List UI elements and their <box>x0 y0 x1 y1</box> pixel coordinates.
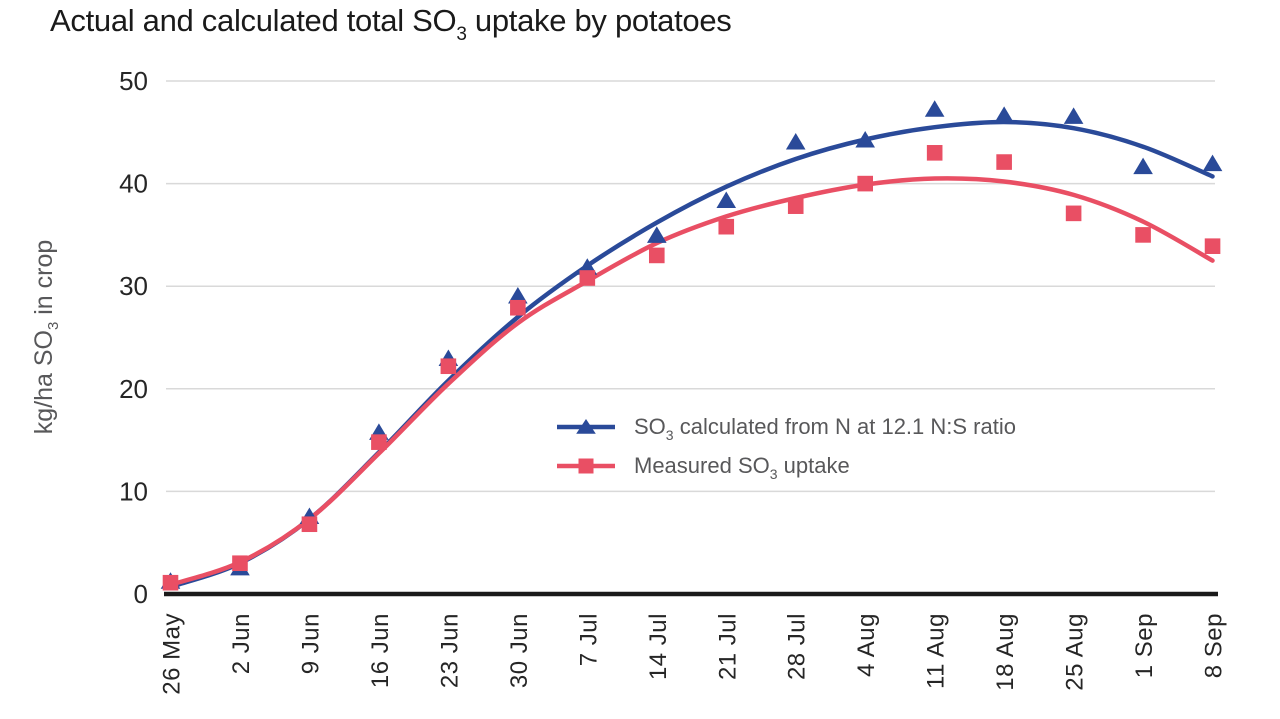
legend-label-text-end: uptake <box>777 452 850 478</box>
legend: SO3 calculated from N at 12.1 N:S ratio … <box>557 407 1016 485</box>
legend-label-measured: Measured SO3 uptake <box>634 452 850 482</box>
x-tick-label: 2 Jun <box>228 613 255 674</box>
x-tick-label: 9 Jun <box>297 613 324 674</box>
legend-marker-calculated <box>557 418 615 434</box>
data-point-triangle <box>646 226 667 243</box>
legend-label-text: Measured SO <box>634 452 770 478</box>
data-point-square <box>1204 238 1221 254</box>
data-point-triangle <box>1202 154 1223 172</box>
chart-title: Actual and calculated total SO3 uptake b… <box>50 3 732 45</box>
data-point-square <box>648 247 665 264</box>
x-tick-label: 8 Sep <box>1201 613 1228 678</box>
data-point-square <box>510 299 526 316</box>
data-point-square <box>1135 227 1151 243</box>
data-point-square <box>440 358 457 375</box>
x-tick-label: 21 Jul <box>714 613 741 680</box>
triangle-marker-icon <box>576 418 596 434</box>
legend-label-text: SO <box>634 413 666 439</box>
legend-label-calculated: SO3 calculated from N at 12.1 N:S ratio <box>634 413 1016 443</box>
data-point-square <box>926 145 943 161</box>
y-tick-label: 30 <box>119 271 148 301</box>
y-tick-label: 40 <box>119 169 148 199</box>
y-tick-label: 0 <box>134 579 148 609</box>
x-tick-label: 25 Aug <box>1062 613 1089 691</box>
x-tick-label: 1 Sep <box>1131 613 1158 678</box>
legend-label-text-end: calculated from N at 12.1 N:S ratio <box>673 413 1016 439</box>
data-point-square <box>1065 205 1082 222</box>
data-point-square <box>579 270 596 286</box>
chart-title-subscript: 3 <box>456 24 467 45</box>
chart-title-text-end: uptake by potatoes <box>466 3 732 38</box>
trend-curve-square <box>168 176 1215 588</box>
x-tick-label: 23 Jun <box>436 613 463 688</box>
x-tick-label: 16 Jun <box>367 613 394 688</box>
x-tick-label: 11 Aug <box>923 613 950 689</box>
chart-title-text: Actual and calculated total SO <box>50 3 457 38</box>
data-point-square <box>787 198 804 214</box>
legend-item-calculated: SO3 calculated from N at 12.1 N:S ratio <box>557 407 1016 446</box>
data-point-square <box>301 516 318 533</box>
data-point-square <box>718 218 735 235</box>
legend-item-measured: Measured SO3 uptake <box>557 446 1016 485</box>
x-tick-label: 30 Jun <box>506 613 533 688</box>
data-point-triangle <box>855 131 875 148</box>
data-point-triangle <box>716 191 737 209</box>
data-point-square <box>857 175 873 192</box>
data-point-triangle <box>924 100 945 117</box>
data-point-square <box>162 574 179 591</box>
legend-marker-measured <box>557 458 615 473</box>
data-point-square <box>232 555 248 572</box>
data-point-square <box>996 154 1012 170</box>
x-tick-label: 4 Aug <box>853 613 880 677</box>
square-marker-icon <box>578 458 594 473</box>
data-point-triangle <box>994 106 1014 123</box>
y-tick-label: 50 <box>119 66 148 96</box>
data-point-triangle <box>1063 107 1084 124</box>
data-point-triangle <box>785 133 806 150</box>
x-tick-label: 28 Jul <box>784 613 811 680</box>
y-tick-label: 20 <box>119 374 148 404</box>
y-tick-label: 10 <box>119 476 148 506</box>
x-tick-label: 7 Jul <box>575 613 602 666</box>
data-point-square <box>371 434 387 450</box>
legend-label-subscript: 3 <box>665 426 674 443</box>
data-point-triangle <box>1133 157 1153 175</box>
x-tick-label: 14 Jul <box>645 613 672 680</box>
x-tick-label: 18 Aug <box>992 613 1019 691</box>
x-tick-label: 26 May <box>159 613 186 695</box>
legend-label-subscript: 3 <box>769 465 778 482</box>
data-point-triangle <box>508 286 528 304</box>
